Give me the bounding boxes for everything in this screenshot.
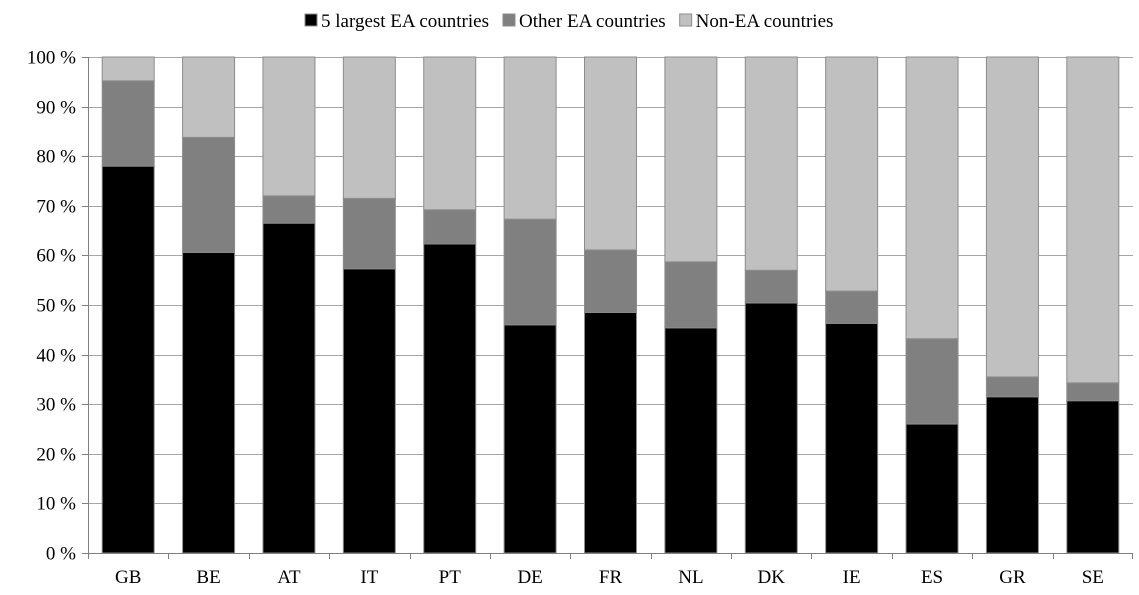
bar-segment-de-series-2 bbox=[503, 218, 557, 326]
bar-segment-de-series-3 bbox=[503, 56, 557, 220]
y-tick-label: 10 % bbox=[36, 494, 76, 515]
bar-segment-be-series-2 bbox=[182, 136, 236, 253]
legend-label: 5 largest EA countries bbox=[321, 11, 489, 32]
bar-segment-ie-series-2 bbox=[825, 290, 879, 324]
x-tick-label: DE bbox=[517, 567, 542, 588]
bar-segment-es-series-1 bbox=[905, 423, 959, 554]
y-tick-label: 20 % bbox=[36, 445, 76, 466]
bar-segment-gr-series-2 bbox=[985, 376, 1039, 398]
x-tick-label: SE bbox=[1082, 567, 1104, 588]
x-tick-label: DK bbox=[758, 567, 786, 588]
x-tick-label: PT bbox=[439, 567, 462, 588]
x-tick-label: ES bbox=[921, 567, 943, 588]
x-tick-label: IE bbox=[843, 567, 861, 588]
bar-segment-be-series-3 bbox=[182, 56, 236, 138]
bar-segment-se-series-3 bbox=[1066, 56, 1120, 384]
x-tick-label: FR bbox=[599, 567, 623, 588]
bar-segment-fr-series-2 bbox=[584, 249, 637, 313]
bar-segment-es-series-2 bbox=[905, 338, 959, 425]
bar-segment-se-series-1 bbox=[1066, 400, 1120, 554]
bar-segment-se-series-2 bbox=[1066, 382, 1120, 402]
y-axis-tick-labels: 0 % 10 % 20 % 30 % 40 % 50 % 60 % 70 % 80 % 90 % 1… bbox=[27, 48, 76, 565]
bar-segment-pt-series-2 bbox=[423, 209, 477, 245]
legend-label: Other EA countries bbox=[519, 11, 666, 32]
x-tick-label: GR bbox=[999, 567, 1026, 588]
bar-segment-ie-series-1 bbox=[825, 322, 879, 554]
y-tick-label: 50 % bbox=[36, 296, 76, 317]
x-tick-label: GB bbox=[115, 567, 141, 588]
bar-segment-nl-series-2 bbox=[664, 261, 718, 329]
legend-swatch bbox=[679, 13, 693, 27]
bar-series bbox=[101, 56, 1120, 554]
bar-segment-gb-series-1 bbox=[101, 165, 155, 554]
bar-segment-it-series-1 bbox=[342, 268, 396, 554]
legend-swatch bbox=[304, 13, 318, 27]
legend-swatch bbox=[502, 13, 516, 27]
bar-segment-pt-series-3 bbox=[423, 56, 477, 211]
bar-segment-de-series-1 bbox=[503, 324, 557, 554]
bar-segment-gr-series-1 bbox=[985, 396, 1039, 554]
bar-segment-at-series-3 bbox=[262, 56, 316, 197]
y-tick-label: 40 % bbox=[36, 346, 76, 367]
y-tick-label: 60 % bbox=[36, 246, 76, 267]
bar-segment-it-series-2 bbox=[342, 197, 396, 270]
bar-segment-pt-series-1 bbox=[423, 243, 477, 554]
x-axis-category-labels: GB BE AT IT PT DE FR NL DK IE ES GR SE bbox=[115, 567, 1104, 588]
y-tick-label: 0 % bbox=[46, 544, 76, 565]
bar-segment-nl-series-3 bbox=[664, 56, 718, 263]
bar-segment-it-series-3 bbox=[342, 56, 396, 199]
bar-segment-dk-series-2 bbox=[744, 269, 798, 304]
y-tick-label: 70 % bbox=[36, 197, 76, 218]
bar-segment-at-series-1 bbox=[262, 222, 316, 554]
bar-segment-at-series-2 bbox=[262, 195, 316, 224]
bar-segment-es-series-3 bbox=[905, 56, 959, 340]
bar-segment-dk-series-1 bbox=[744, 302, 798, 554]
bar-segment-dk-series-3 bbox=[744, 56, 798, 271]
y-tick-label: 100 % bbox=[27, 48, 76, 69]
bar-segment-nl-series-1 bbox=[664, 327, 718, 554]
y-tick-label: 30 % bbox=[36, 395, 76, 416]
bar-segment-gr-series-3 bbox=[985, 56, 1039, 378]
bar-segment-be-series-1 bbox=[182, 251, 236, 554]
legend-label: Non-EA countries bbox=[696, 11, 834, 32]
bar-segment-gb-series-2 bbox=[101, 80, 155, 167]
x-tick-label: IT bbox=[360, 567, 378, 588]
bar-segment-gb-series-3 bbox=[101, 56, 155, 82]
bar-segment-ie-series-3 bbox=[825, 56, 879, 292]
x-tick-label: BE bbox=[196, 567, 220, 588]
x-tick-label: NL bbox=[678, 567, 703, 588]
chart-legend: 5 largest EA countries Other EA countries… bbox=[304, 11, 834, 32]
bar-segment-fr-series-3 bbox=[584, 56, 637, 251]
bar-segment-fr-series-1 bbox=[584, 311, 637, 554]
x-tick-label: AT bbox=[277, 567, 301, 588]
y-tick-label: 80 % bbox=[36, 147, 76, 168]
chart-axes bbox=[82, 57, 1133, 559]
y-tick-label: 90 % bbox=[36, 98, 76, 119]
